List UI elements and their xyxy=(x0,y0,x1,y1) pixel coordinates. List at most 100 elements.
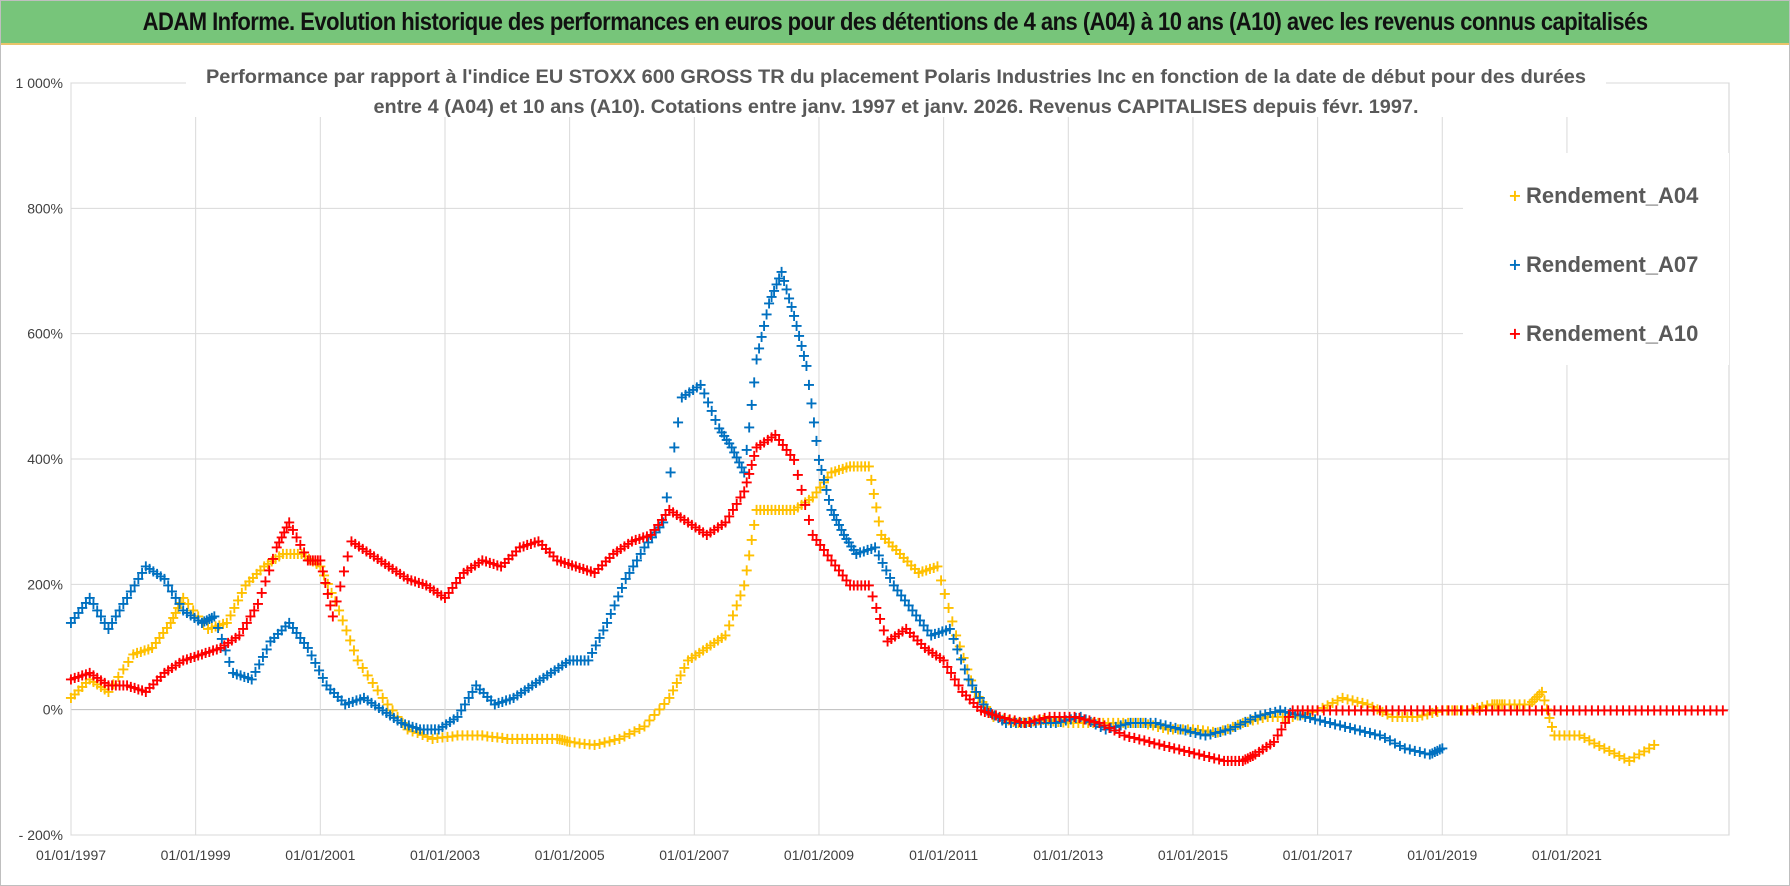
rendement-a10-point: + xyxy=(341,547,354,566)
rendement-a10-point: + xyxy=(1373,701,1386,720)
rendement-a04-point: + xyxy=(704,635,717,654)
rendement-a10-point: + xyxy=(814,535,827,554)
rendement-a04-point: + xyxy=(174,593,187,612)
rendement-a07-point: + xyxy=(977,694,990,713)
rendement-a10-point: + xyxy=(423,578,436,597)
rendement-a07-point: + xyxy=(135,563,148,582)
rendement-a10-point: + xyxy=(959,686,972,705)
rendement-a07-point: + xyxy=(777,271,790,290)
rendement-a07-point: + xyxy=(928,624,941,643)
rendement-a04-point: + xyxy=(719,625,732,644)
rendement-a04-point: + xyxy=(1336,688,1349,707)
x-tick-label: 01/01/2015 xyxy=(1158,847,1228,863)
y-tick-label: 800% xyxy=(27,200,63,216)
rendement-a07-point: + xyxy=(608,595,621,614)
rendement-a04-point: + xyxy=(923,559,936,578)
rendement-a07-point: + xyxy=(488,694,501,713)
rendement-a07-point: + xyxy=(649,523,662,542)
rendement-a07-point: + xyxy=(1433,740,1446,759)
rendement-a04-point: + xyxy=(893,544,906,563)
rendement-a07-point: + xyxy=(1064,709,1077,728)
rendement-a07-point: + xyxy=(305,646,318,665)
rendement-a10-point: + xyxy=(1202,747,1215,766)
rendement-a10-point: + xyxy=(147,674,160,693)
rendement-a10-point: + xyxy=(914,634,927,653)
rendement-a10-point: + xyxy=(173,653,186,672)
rendement-a07-point: + xyxy=(1009,713,1022,732)
rendement-a04-point: + xyxy=(912,563,925,582)
rendement-a10-point: + xyxy=(117,676,130,695)
rendement-a04-point: + xyxy=(840,458,853,477)
rendement-a04-point: + xyxy=(1538,691,1551,710)
rendement-a04-point: + xyxy=(531,729,544,748)
rendement-a04-point: + xyxy=(787,500,800,519)
rendement-a10-point: + xyxy=(1178,741,1191,760)
rendement-a10-point: + xyxy=(967,693,980,712)
rendement-a07-point: + xyxy=(79,593,92,612)
rendement-a04-point: + xyxy=(491,728,504,747)
rendement-a10-point: + xyxy=(843,575,856,594)
rendement-a04-point: + xyxy=(1623,751,1636,770)
rendement-a10-point: + xyxy=(580,560,593,579)
rendement-a07-point: + xyxy=(574,651,587,670)
rendement-a10-point: + xyxy=(817,540,830,559)
rendement-a04-point: + xyxy=(314,557,327,576)
x-tick-label: 01/01/2009 xyxy=(784,847,854,863)
rendement-a07-point: + xyxy=(361,691,374,710)
rendement-a10-point: + xyxy=(143,678,156,697)
rendement-a07-point: + xyxy=(335,691,348,710)
rendement-a07-point: + xyxy=(1333,716,1346,735)
rendement-a04-point: + xyxy=(1503,694,1516,713)
rendement-a07-point: + xyxy=(563,651,576,670)
rendement-a07-point: + xyxy=(876,553,889,572)
rendement-a04-point: + xyxy=(1141,714,1154,733)
rendement-a10-point: + xyxy=(595,555,608,574)
rendement-a04-point: + xyxy=(976,692,989,711)
legend-marker: + xyxy=(1508,255,1521,274)
rendement-a04-point: + xyxy=(1346,691,1359,710)
rendement-a04-point: + xyxy=(347,641,360,660)
rendement-a10-point: + xyxy=(1411,701,1424,720)
rendement-a10-point: + xyxy=(989,706,1002,725)
rendement-a10-point: + xyxy=(1498,701,1511,720)
rendement-a10-point: + xyxy=(1672,701,1685,720)
rendement-a04-point: + xyxy=(205,618,218,637)
rendement-a07-point: + xyxy=(1034,713,1047,732)
rendement-a07-point: + xyxy=(533,671,546,690)
rendement-a04-point: + xyxy=(446,726,459,745)
rendement-a04-point: + xyxy=(633,719,646,738)
rendement-a07-point: + xyxy=(94,607,107,626)
legend-box xyxy=(1463,153,1729,365)
rendement-a10-point: + xyxy=(974,701,987,720)
rendement-a07-point: + xyxy=(1174,719,1187,738)
rendement-a10-point: + xyxy=(750,437,763,456)
rendement-a07-point: + xyxy=(1189,723,1202,742)
rendement-a04-point: + xyxy=(1628,748,1641,767)
rendement-a04-point: + xyxy=(1321,696,1334,715)
rendement-a04-point: + xyxy=(908,559,921,578)
rendement-a10-point: + xyxy=(747,446,760,465)
rendement-a07-point: + xyxy=(477,683,490,702)
rendement-a10-point: + xyxy=(1579,701,1592,720)
rendement-a04-point: + xyxy=(828,461,841,480)
rendement-a04-point: + xyxy=(321,574,334,593)
rendement-a10-point: + xyxy=(191,646,204,665)
rendement-a10-point: + xyxy=(468,555,481,574)
rendement-a10-point: + xyxy=(828,555,841,574)
rendement-a04-point: + xyxy=(1488,694,1501,713)
rendement-a07-point: + xyxy=(316,668,329,687)
rendement-a10-point: + xyxy=(787,450,800,469)
rendement-a10-point: + xyxy=(524,534,537,553)
rendement-a07-point: + xyxy=(939,620,952,639)
rendement-a10-point: + xyxy=(625,531,638,550)
rendement-a10-point: + xyxy=(1197,746,1210,765)
rendement-a07-point: + xyxy=(1049,713,1062,732)
rendement-a04-point: + xyxy=(243,572,256,591)
rendement-a10-point: + xyxy=(1666,701,1679,720)
rendement-a04-point: + xyxy=(689,646,702,665)
rendement-a04-point: + xyxy=(1356,693,1369,712)
rendement-a04-point: + xyxy=(979,697,992,716)
rendement-a04-point: + xyxy=(122,652,135,671)
rendement-a04-point: + xyxy=(1161,719,1174,738)
rendement-a04-point: + xyxy=(112,667,125,686)
